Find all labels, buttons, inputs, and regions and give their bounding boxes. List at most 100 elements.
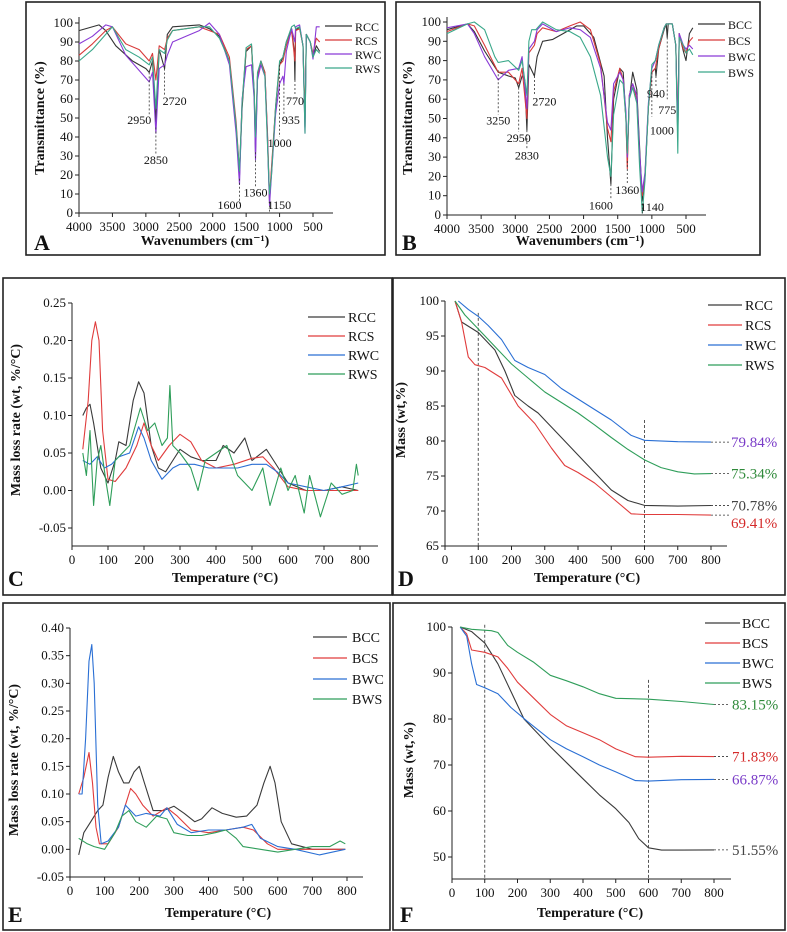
x-tick-label: 200 — [134, 552, 154, 567]
y-tick-label: 0.10 — [43, 408, 66, 423]
panel-letter: B — [402, 230, 417, 255]
y-axis-title: Mass loss rate (wt, %/°C) — [9, 344, 24, 497]
x-tick-label: 100 — [98, 552, 118, 567]
series-line-bwc — [459, 626, 715, 782]
legend-label: BWS — [728, 66, 754, 80]
legend-label: BCS — [742, 637, 768, 652]
y-tick-label: 0.15 — [43, 370, 66, 385]
legend-label: BWC — [728, 50, 755, 64]
legend-label: RWS — [348, 368, 378, 383]
x-axis-title: Temperature (°C) — [537, 906, 644, 921]
legend-label: BCC — [352, 631, 380, 646]
y-tick-label: 100 — [420, 293, 440, 308]
panel-c: 0 100 200 300 400 500 600 700 800 -0.05 0.00 0.05 0.… — [2, 277, 393, 596]
legend-label: BCS — [728, 34, 751, 48]
series-line-bws — [460, 626, 715, 706]
x-tick-label: 300 — [541, 885, 561, 900]
y-tick-label: 95 — [426, 328, 439, 343]
y-tick-label: 30 — [60, 148, 73, 163]
y-tick-label: 50 — [428, 111, 441, 126]
panel-letter: E — [8, 902, 23, 927]
end-value-label: 69.41% — [731, 516, 777, 532]
peak-label: 2720 — [163, 94, 187, 108]
peak-label: 1360 — [615, 183, 639, 197]
y-tick-label: 50 — [60, 110, 73, 125]
legend-label: RCC — [348, 311, 376, 326]
panel-border — [392, 602, 786, 931]
y-tick-label: 0 — [67, 205, 74, 220]
panel-f: 0 100 200 300 400 500 600 700 800 50 60 70 80 90 100 BC… — [392, 602, 786, 931]
y-tick-label: 40 — [60, 129, 73, 144]
x-tick-label: 700 — [303, 883, 323, 898]
peak-label: 2950 — [127, 113, 151, 127]
legend-label: RCS — [745, 319, 771, 334]
x-tick-label: 0 — [69, 552, 76, 567]
series-line-bws — [78, 810, 346, 853]
x-tick-label: 700 — [668, 552, 688, 567]
y-tick-label: 60 — [428, 91, 441, 106]
x-tick-label: 3500 — [468, 221, 494, 236]
peak-label: 1150 — [268, 198, 292, 212]
x-tick-label: 4000 — [434, 221, 460, 236]
panel-letter: C — [8, 566, 24, 591]
legend-label: RWS — [355, 62, 380, 76]
y-tick-label: 0.00 — [41, 841, 64, 856]
y-tick-label: 90 — [428, 33, 441, 48]
panel-letter: D — [398, 566, 414, 591]
y-tick-label: 20 — [428, 168, 441, 183]
series-line-rcc — [82, 381, 359, 492]
x-axis-title: Wavenumbers (cm⁻¹) — [516, 234, 645, 249]
peak-label: 1600 — [589, 199, 613, 213]
series-line-rwc — [82, 426, 359, 492]
legend-label: RCS — [355, 34, 378, 48]
y-tick-label: 100 — [427, 619, 447, 634]
panel-border — [2, 277, 393, 596]
panel-a: 4000 3500 3000 2500 2000 1500 1000 500 0 10 20 30 40… — [25, 1, 386, 256]
y-tick-label: 90 — [433, 665, 446, 680]
y-tick-label: 70 — [428, 72, 441, 87]
series-line-bws — [446, 21, 694, 214]
legend-label: BCC — [742, 617, 770, 632]
y-tick-label: 0.35 — [41, 648, 64, 663]
legend-label: BWS — [742, 677, 772, 692]
y-tick-label: 70 — [60, 72, 73, 87]
peak-label: 1360 — [244, 185, 268, 199]
panel-border — [25, 1, 386, 256]
x-tick-label: 200 — [502, 552, 522, 567]
end-value-label: 66.87% — [732, 772, 778, 788]
x-tick-label: 300 — [164, 883, 184, 898]
peak-label: 2720 — [532, 94, 556, 108]
x-tick-label: 0 — [449, 885, 456, 900]
x-tick-label: 100 — [475, 885, 495, 900]
y-tick-label: 80 — [426, 433, 439, 448]
peak-label: 770 — [286, 94, 304, 108]
panel-d: 0 100 200 300 400 500 600 700 800 65 70 75 80 85 90 95 1… — [392, 277, 786, 596]
y-axis-title: Mass (wt,%) — [394, 382, 409, 459]
y-tick-label: 90 — [60, 34, 73, 49]
end-value-label: 83.15% — [732, 698, 778, 714]
y-tick-label: 70 — [426, 503, 439, 518]
x-tick-label: 700 — [672, 885, 692, 900]
x-tick-label: 1000 — [267, 219, 293, 234]
y-tick-label: 80 — [433, 711, 446, 726]
y-tick-label: 40 — [428, 130, 441, 145]
x-tick-label: 600 — [635, 552, 655, 567]
x-tick-label: 500 — [606, 885, 626, 900]
series-line-rws — [454, 300, 712, 475]
x-tick-label: 300 — [535, 552, 555, 567]
x-tick-label: 2500 — [166, 219, 192, 234]
y-tick-label: 60 — [433, 803, 446, 818]
y-tick-label: -0.05 — [39, 520, 66, 535]
y-axis-title: Mass (wt,%) — [402, 722, 417, 799]
y-tick-label: 80 — [428, 53, 441, 68]
x-tick-label: 400 — [568, 552, 588, 567]
panel-border — [2, 602, 391, 931]
y-tick-label: 10 — [60, 186, 73, 201]
legend-label: RWC — [745, 339, 776, 354]
x-tick-label: 3000 — [133, 219, 159, 234]
series-line-rws — [82, 384, 359, 518]
y-axis-title: Transmittance (%) — [401, 61, 416, 175]
x-tick-label: 2500 — [536, 221, 562, 236]
peak-label: 1000 — [268, 136, 292, 150]
y-tick-label: 80 — [60, 53, 73, 68]
